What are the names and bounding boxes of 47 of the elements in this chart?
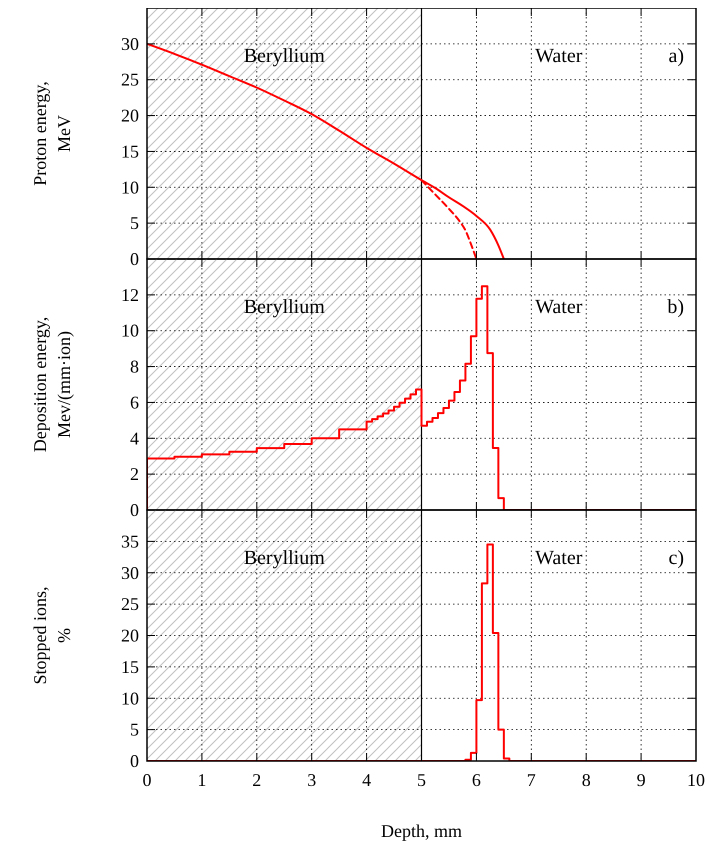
- y-tick-label: 5: [130, 720, 139, 740]
- y-tick-label: 25: [121, 70, 139, 90]
- x-tick-label: 5: [417, 770, 426, 790]
- line-series: [147, 42, 505, 259]
- x-tick-label: 2: [252, 770, 262, 790]
- x-tick-label: 9: [636, 770, 646, 790]
- x-tick-label: 6: [472, 770, 481, 790]
- y-tick-label: 0: [130, 500, 139, 520]
- y-tick-label: 10: [121, 320, 139, 341]
- y-tick-label: 8: [130, 356, 139, 377]
- x-axis-title: Depth, mm: [381, 821, 462, 841]
- band-label: Beryllium: [244, 296, 326, 318]
- y-tick-label: 4: [130, 428, 139, 448]
- y-tick-label: 2: [130, 464, 139, 484]
- annotation: c): [668, 547, 684, 569]
- y-tick-label: 10: [121, 688, 139, 708]
- y-tick-label: 20: [121, 626, 139, 646]
- y-tick-label: 0: [130, 751, 139, 771]
- annotation: Water: [535, 547, 583, 569]
- annotation: Water: [535, 45, 583, 67]
- y-tick-label: 20: [121, 106, 139, 126]
- x-tick-label: 8: [582, 770, 591, 790]
- x-tick-label: 3: [307, 770, 316, 790]
- y-axis-title: Deposition energy, Mev/(mm·ion): [30, 316, 74, 452]
- y-tick-label: 12: [121, 284, 139, 305]
- x-tick-label: 1: [197, 770, 206, 790]
- y-tick-label: 10: [121, 177, 139, 198]
- band-label: Beryllium: [244, 547, 326, 569]
- y-axis-title: Stopped ions, %: [30, 586, 74, 685]
- y-axis-title: Proton energy, MeV: [30, 81, 74, 186]
- x-tick-label: 10: [687, 770, 705, 790]
- annotation: a): [668, 45, 684, 67]
- y-tick-label: 15: [121, 656, 139, 677]
- y-tick-label: 30: [121, 34, 139, 54]
- annotation: b): [667, 296, 684, 318]
- x-tick-label: 0: [142, 770, 152, 790]
- y-tick-label: 25: [121, 594, 139, 614]
- band-label: Beryllium: [244, 45, 326, 67]
- x-tick-label: 4: [362, 770, 372, 790]
- y-tick-label: 15: [121, 141, 139, 162]
- annotation: Water: [535, 296, 583, 318]
- y-tick-label: 5: [130, 213, 139, 234]
- y-tick-label: 35: [121, 531, 139, 552]
- y-tick-label: 0: [130, 249, 139, 269]
- x-tick-label: 7: [526, 770, 536, 790]
- y-tick-label: 6: [130, 392, 139, 412]
- y-tick-label: 30: [121, 562, 139, 583]
